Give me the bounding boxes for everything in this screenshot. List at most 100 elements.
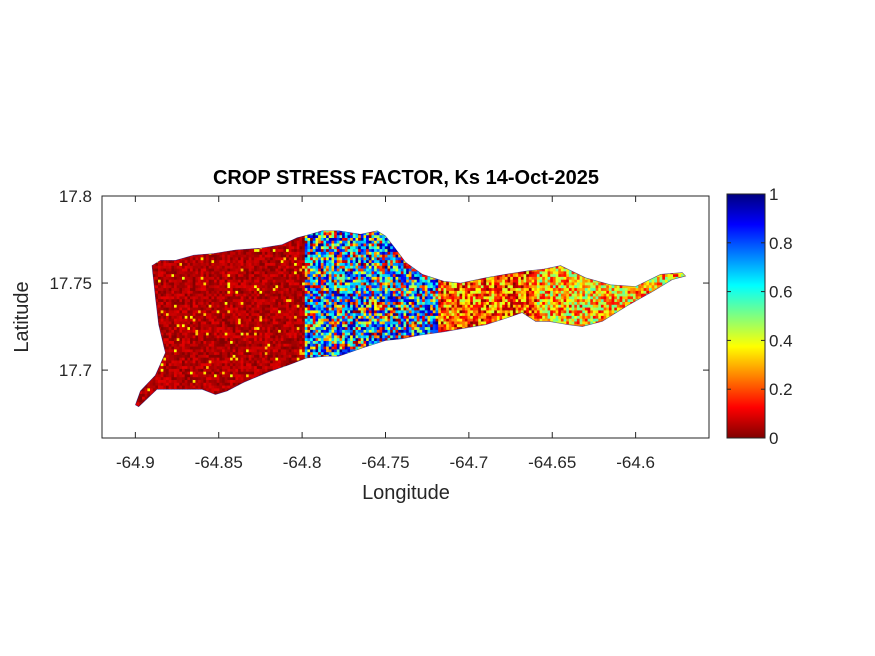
heatmap-cell (240, 279, 244, 283)
heatmap-cell (224, 346, 228, 350)
heatmap-cell (203, 276, 207, 280)
heatmap-cell (224, 307, 228, 311)
heatmap-cell (230, 259, 234, 263)
heatmap-cell (190, 309, 194, 314)
heatmap-cell (208, 304, 212, 308)
heatmap-cell (179, 323, 183, 328)
heatmap-cell (176, 315, 180, 319)
heatmap-cell (195, 301, 199, 305)
heatmap-cell (206, 265, 210, 269)
heatmap-cell (240, 254, 244, 258)
heatmap-cell (136, 401, 140, 406)
heatmap-cell (222, 354, 226, 358)
heatmap-cell (211, 340, 215, 344)
heatmap-cell (152, 382, 156, 386)
heatmap-cell (155, 273, 159, 277)
heatmap-cell (174, 270, 178, 275)
heatmap-cell (195, 304, 199, 308)
heatmap-cell (192, 270, 196, 275)
heatmap-cell (224, 382, 228, 386)
heatmap-cell (187, 371, 191, 375)
heatmap-cell (230, 379, 234, 383)
heatmap-cell (200, 259, 204, 263)
heatmap-cell (187, 273, 191, 277)
heatmap-cell (235, 376, 239, 380)
heatmap-cell (174, 343, 178, 347)
heatmap-cell (248, 357, 252, 361)
heatmap-cell (160, 295, 164, 300)
heatmap-cell (174, 362, 178, 367)
heatmap-cell (182, 295, 186, 300)
heatmap-cell (184, 348, 188, 353)
heatmap-cell (160, 273, 164, 277)
heatmap-cell (176, 307, 180, 311)
heatmap-cell (235, 379, 239, 383)
heatmap-cell (240, 284, 244, 289)
heatmap-cell (174, 354, 178, 358)
heatmap-cell (224, 340, 228, 344)
heatmap-cell (184, 293, 188, 297)
heatmap-cell (179, 337, 183, 341)
heatmap-cell (198, 262, 202, 266)
heatmap-cell (184, 268, 188, 272)
heatmap-cell (222, 351, 226, 355)
heatmap-cell (195, 295, 199, 300)
heatmap-cell (222, 332, 226, 336)
heatmap-cell (192, 265, 196, 269)
heatmap-cell (230, 256, 234, 261)
heatmap-cell (235, 357, 239, 361)
heatmap-cell (206, 276, 210, 280)
heatmap-cell (251, 343, 255, 347)
heatmap-cell (243, 284, 247, 289)
heatmap-cell (227, 309, 231, 314)
heatmap-cell (230, 270, 234, 275)
heatmap-cell (176, 382, 180, 386)
heatmap-cell (203, 362, 207, 367)
heatmap-cell (179, 307, 183, 311)
heatmap-cell (166, 326, 170, 330)
heatmap-cell (238, 365, 242, 369)
heatmap-cell (192, 334, 196, 339)
heatmap-cell (235, 362, 239, 367)
heatmap-cell (179, 282, 183, 286)
heatmap-cell (232, 265, 236, 269)
heatmap-cell (168, 307, 172, 311)
heatmap-cell (182, 382, 186, 386)
heatmap-cell (203, 304, 207, 308)
heatmap-cell (232, 254, 236, 258)
heatmap-cell (251, 365, 255, 369)
heatmap-cell (190, 348, 194, 353)
heatmap-cell (163, 382, 167, 386)
heatmap-cell (198, 323, 202, 328)
heatmap-cell (216, 312, 220, 316)
heatmap-cell (227, 334, 231, 339)
heatmap-cell (219, 390, 223, 394)
heatmap-cell (158, 259, 162, 263)
heatmap-cell (198, 365, 202, 369)
heatmap-cell (214, 318, 218, 322)
heatmap-cell (219, 259, 223, 263)
heatmap-cell (248, 265, 252, 269)
heatmap-cell (160, 282, 164, 286)
heatmap-cell (219, 354, 223, 358)
heatmap-cell (216, 307, 220, 311)
heatmap-cell (214, 265, 218, 269)
heatmap-cell (187, 329, 191, 333)
heatmap-cell (203, 337, 207, 341)
heatmap-cell (238, 279, 242, 283)
heatmap-cell (214, 323, 218, 328)
heatmap-cell (232, 362, 236, 367)
heatmap-cell (158, 385, 162, 389)
heatmap-cell (216, 301, 220, 305)
heatmap-cell (227, 340, 231, 344)
heatmap-cell (216, 262, 220, 266)
heatmap-cell (179, 329, 183, 333)
heatmap-cell (171, 304, 175, 308)
heatmap-cell (230, 376, 234, 380)
heatmap-cell (200, 290, 204, 294)
heatmap-cell (214, 259, 218, 263)
heatmap-cell (206, 365, 210, 369)
heatmap-cell (187, 354, 191, 358)
heatmap-cell (219, 282, 223, 286)
heatmap-cell (171, 373, 175, 378)
